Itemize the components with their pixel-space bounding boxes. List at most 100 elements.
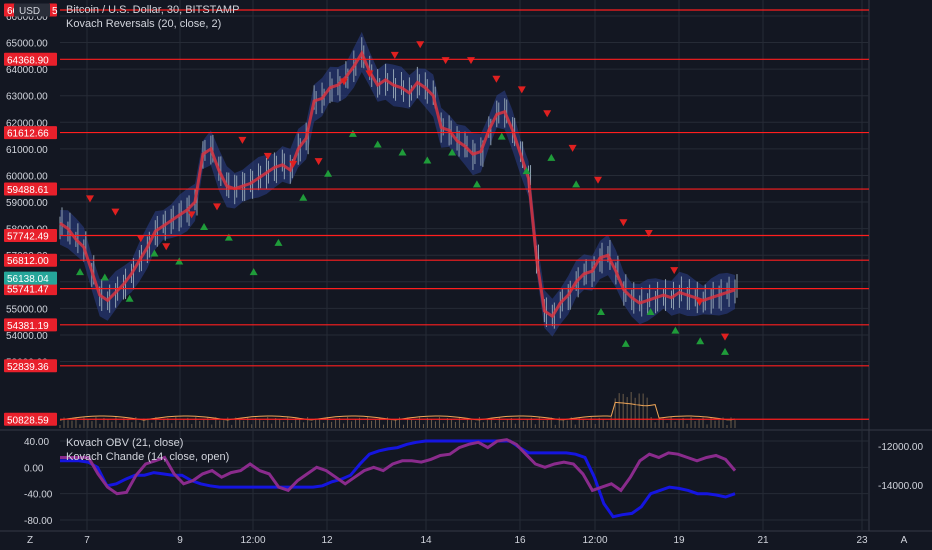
reversal-up-arrow bbox=[646, 308, 655, 316]
reversal-up-arrow bbox=[497, 132, 506, 140]
reversal-down-arrow bbox=[644, 229, 653, 237]
reversal-up-arrow bbox=[125, 294, 134, 302]
reversal-down-arrow bbox=[136, 235, 145, 243]
timezone-icon: Z bbox=[27, 535, 33, 546]
reversal-down-arrow bbox=[238, 136, 247, 144]
reversal-down-arrow bbox=[111, 208, 120, 216]
reversal-down-arrow bbox=[314, 158, 323, 166]
price-level-tag bbox=[4, 52, 57, 66]
x-tick-label: 12:00 bbox=[582, 535, 607, 546]
reversal-down-arrow bbox=[619, 219, 628, 227]
reversal-down-arrow bbox=[416, 41, 425, 49]
reversal-down-arrow bbox=[263, 152, 272, 160]
y-tick-label: 66000.00 bbox=[6, 12, 48, 23]
currency-badge-digit: 5 bbox=[52, 6, 58, 17]
price-level-label: 54381.19 bbox=[7, 321, 49, 332]
reversal-up-arrow bbox=[324, 169, 333, 177]
reversal-down-arrow bbox=[543, 110, 552, 118]
reversal-up-arrow bbox=[472, 180, 481, 188]
reversal-up-arrow bbox=[373, 140, 382, 148]
sub-right-tick-label: -12000.00 bbox=[878, 442, 923, 453]
reversal-up-arrow bbox=[274, 238, 283, 246]
y-tick-label: 55000.00 bbox=[6, 304, 48, 315]
price-level-label: 52839.36 bbox=[7, 362, 49, 373]
reversal-up-arrow bbox=[721, 347, 729, 355]
symbol-title: Bitcoin / U.S. Dollar, 30, BITSTAMP bbox=[66, 4, 240, 16]
reversal-up-arrow bbox=[299, 193, 308, 201]
sub-y-tick-label: 40.00 bbox=[24, 437, 49, 448]
y-tick-label: 65000.00 bbox=[6, 39, 48, 50]
sub-y-tick-label: 0.00 bbox=[24, 463, 44, 474]
reversal-down-arrow bbox=[517, 86, 526, 94]
chande-legend[interactable]: Kovach Chande (14, close, open) bbox=[66, 451, 230, 463]
reversal-down-arrow bbox=[492, 75, 501, 83]
price-level-tag bbox=[4, 228, 57, 242]
reversal-down-arrow bbox=[365, 70, 374, 78]
auto-scale-icon: A bbox=[901, 535, 908, 546]
reversal-up-arrow bbox=[100, 273, 109, 281]
reversal-up-arrow bbox=[572, 180, 581, 188]
sub-y-tick-label: -80.00 bbox=[24, 516, 53, 527]
reversal-up-arrow bbox=[423, 156, 432, 164]
sub-y-tick-label: -40.00 bbox=[24, 490, 53, 501]
reversal-up-arrow bbox=[76, 268, 84, 276]
y-tick-label: 54000.00 bbox=[6, 331, 48, 342]
chande-line bbox=[60, 438, 737, 496]
x-tick-label: 16 bbox=[514, 535, 526, 546]
price-level-label: 50828.59 bbox=[7, 415, 49, 426]
price-level-label: 57742.49 bbox=[7, 231, 49, 242]
current-price-label: 56138.04 bbox=[7, 274, 49, 285]
reversal-up-arrow bbox=[200, 222, 209, 230]
reversal-down-arrow bbox=[594, 176, 602, 184]
x-tick-label: 7 bbox=[84, 535, 90, 546]
x-tick-label: 12:00 bbox=[240, 535, 265, 546]
obv-line bbox=[60, 439, 736, 519]
price-level-tag bbox=[4, 126, 57, 140]
reversal-band bbox=[60, 31, 735, 337]
price-level-tag bbox=[4, 359, 57, 373]
price-level-label: 55741.47 bbox=[7, 285, 49, 296]
reversal-up-arrow bbox=[696, 337, 705, 345]
reversal-up-arrow bbox=[448, 148, 457, 156]
reversal-up-arrow bbox=[671, 326, 680, 334]
y-tick-label: 59000.00 bbox=[6, 198, 48, 209]
y-tick-label: 62000.00 bbox=[6, 118, 48, 129]
reversal-up-arrow bbox=[596, 308, 605, 316]
sub-right-tick-label: -14000.00 bbox=[878, 481, 923, 492]
price-level-label: 61612.66 bbox=[7, 129, 49, 140]
price-level-tag bbox=[4, 412, 57, 426]
price-level-tag bbox=[4, 282, 57, 296]
x-tick-label: 23 bbox=[856, 535, 868, 546]
price-level-label: 56812.00 bbox=[7, 256, 49, 267]
y-tick-label: 63000.00 bbox=[6, 92, 48, 103]
reversal-up-arrow bbox=[398, 148, 407, 156]
price-level-tag bbox=[4, 253, 57, 267]
x-tick-label: 14 bbox=[420, 535, 432, 546]
reversal-up-arrow bbox=[621, 339, 630, 347]
reversal-down-arrow bbox=[721, 333, 729, 341]
reversal-ma-line bbox=[59, 49, 736, 319]
reversal-down-arrow bbox=[213, 203, 221, 211]
reversal-up-arrow bbox=[348, 129, 357, 137]
obv-legend[interactable]: Kovach OBV (21, close) bbox=[66, 437, 184, 449]
reversal-up-arrow bbox=[522, 167, 531, 175]
reversal-down-arrow bbox=[187, 211, 196, 219]
currency-label: USD bbox=[19, 6, 40, 17]
reversal-up-arrow bbox=[249, 268, 258, 276]
reversal-down-arrow bbox=[289, 160, 298, 168]
reversal-up-arrow bbox=[150, 249, 159, 257]
reversals-legend[interactable]: Kovach Reversals (20, close, 2) bbox=[66, 18, 222, 30]
price-level-label: 59488.61 bbox=[7, 185, 49, 196]
reversal-down-arrow bbox=[568, 144, 577, 152]
reversal-down-arrow bbox=[86, 195, 94, 203]
price-level-tag bbox=[4, 182, 57, 196]
reversal-down-arrow bbox=[162, 243, 171, 251]
x-tick-label: 12 bbox=[321, 535, 333, 546]
top-level-label: 66 bbox=[7, 6, 19, 17]
y-tick-label: 60000.00 bbox=[6, 171, 48, 182]
x-tick-label: 19 bbox=[673, 535, 685, 546]
x-tick-label: 9 bbox=[177, 535, 183, 546]
